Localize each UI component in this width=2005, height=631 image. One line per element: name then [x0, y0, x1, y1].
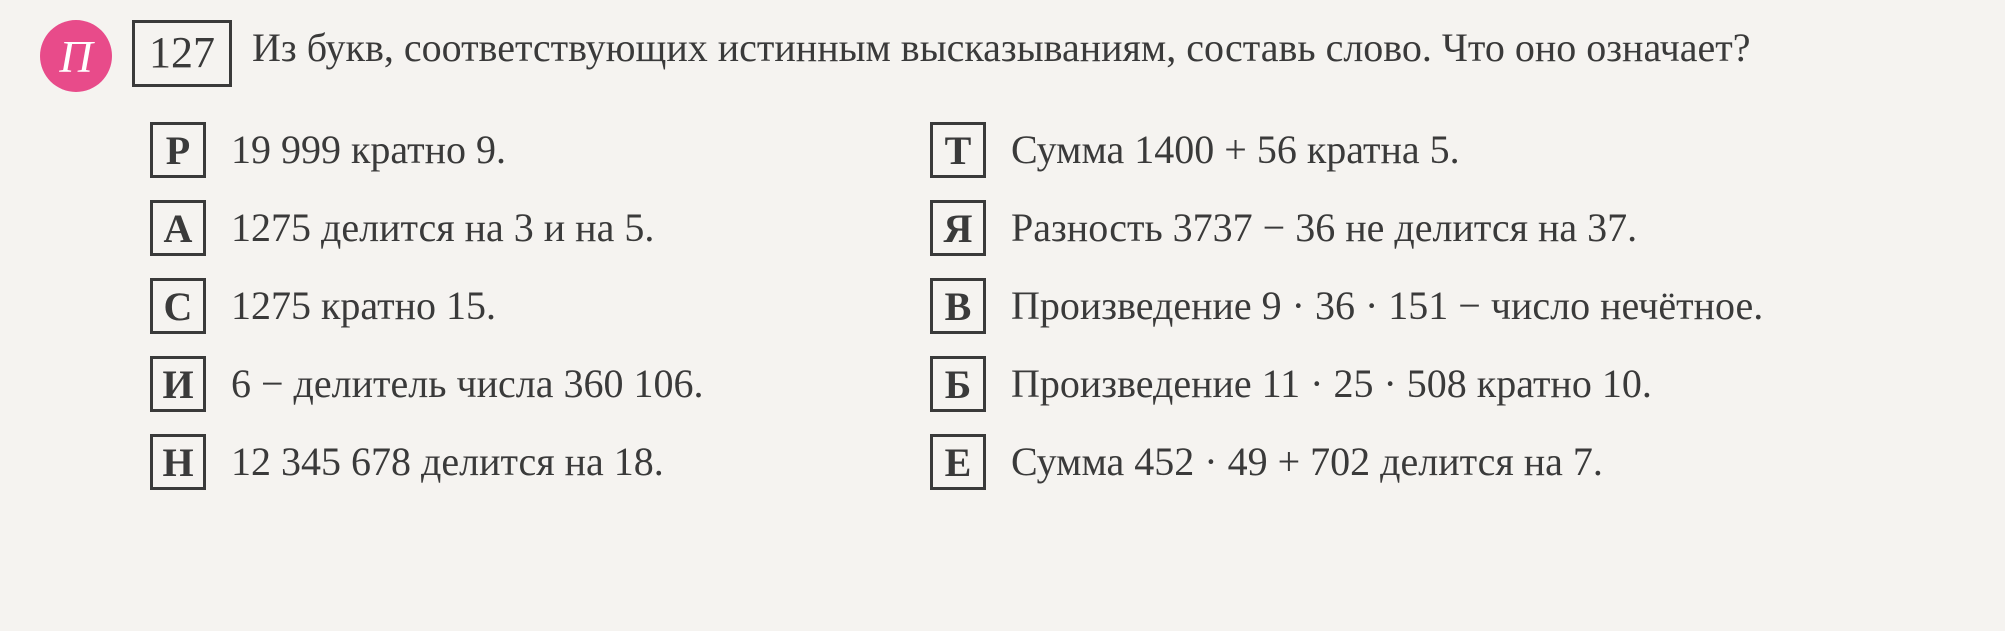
letter-box: Т	[930, 122, 986, 178]
option-text: 6 − делитель числа 360 106.	[231, 360, 703, 408]
option-text: 12 345 678 делится на 18.	[231, 438, 664, 486]
problem-header: П 127 Из букв, соответствующих истинным …	[40, 20, 1965, 92]
letter-box: Я	[930, 200, 986, 256]
pi-badge: П	[40, 20, 112, 92]
left-column: Р 19 999 кратно 9. А 1275 делится на 3 и…	[150, 122, 890, 490]
option-text: Сумма 452 · 49 + 702 делится на 7.	[1011, 438, 1603, 486]
option-text: 19 999 кратно 9.	[231, 126, 506, 174]
option-row: Р 19 999 кратно 9.	[150, 122, 890, 178]
letter-box: Е	[930, 434, 986, 490]
option-row: Б Произведение 11 · 25 · 508 кратно 10.	[930, 356, 1965, 412]
letter-box: С	[150, 278, 206, 334]
letter-box: Р	[150, 122, 206, 178]
option-row: Н 12 345 678 делится на 18.	[150, 434, 890, 490]
problem-text: Из букв, соответствующих истинным высказ…	[252, 20, 1965, 76]
letter-box: Б	[930, 356, 986, 412]
letter-box: В	[930, 278, 986, 334]
right-column: Т Сумма 1400 + 56 кратна 5. Я Разность 3…	[930, 122, 1965, 490]
option-row: Т Сумма 1400 + 56 кратна 5.	[930, 122, 1965, 178]
option-text: 1275 делится на 3 и на 5.	[231, 204, 654, 252]
letter-box: Н	[150, 434, 206, 490]
option-text: Произведение 11 · 25 · 508 кратно 10.	[1011, 360, 1652, 408]
option-text: Разность 3737 − 36 не делится на 37.	[1011, 204, 1637, 252]
option-row: А 1275 делится на 3 и на 5.	[150, 200, 890, 256]
option-text: 1275 кратно 15.	[231, 282, 496, 330]
option-row: Я Разность 3737 − 36 не делится на 37.	[930, 200, 1965, 256]
option-row: И 6 − делитель числа 360 106.	[150, 356, 890, 412]
option-row: С 1275 кратно 15.	[150, 278, 890, 334]
options-area: Р 19 999 кратно 9. А 1275 делится на 3 и…	[40, 122, 1965, 490]
letter-box: И	[150, 356, 206, 412]
letter-box: А	[150, 200, 206, 256]
problem-number: 127	[132, 20, 232, 87]
option-row: В Произведение 9 · 36 · 151 − число нечё…	[930, 278, 1965, 334]
option-text: Сумма 1400 + 56 кратна 5.	[1011, 126, 1460, 174]
option-text: Произведение 9 · 36 · 151 − число нечётн…	[1011, 282, 1763, 330]
option-row: Е Сумма 452 · 49 + 702 делится на 7.	[930, 434, 1965, 490]
